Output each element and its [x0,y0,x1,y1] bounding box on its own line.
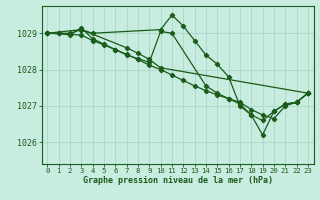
X-axis label: Graphe pression niveau de la mer (hPa): Graphe pression niveau de la mer (hPa) [83,176,273,185]
